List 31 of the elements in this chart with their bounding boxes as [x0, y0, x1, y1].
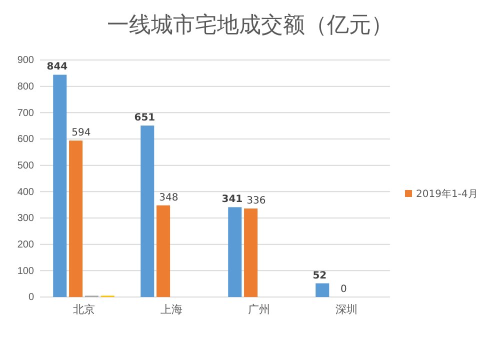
bar — [244, 208, 258, 297]
y-tick-label: 400 — [17, 186, 34, 198]
data-label: 52 — [312, 270, 327, 282]
x-tick-label: 深圳 — [335, 302, 358, 316]
y-tick-label: 200 — [17, 240, 34, 251]
y-tick-label: 300 — [17, 213, 34, 224]
y-tick-label: 600 — [17, 134, 34, 146]
x-tick-label: 上海 — [160, 302, 182, 316]
data-label: 336 — [246, 196, 266, 207]
data-label: 594 — [72, 128, 91, 139]
bar — [156, 205, 170, 297]
bar — [53, 74, 67, 297]
y-tick-label: 100 — [17, 266, 34, 277]
bar — [69, 140, 83, 297]
y-tick-label: 700 — [17, 108, 34, 119]
bar — [140, 126, 154, 297]
y-tick-label: 0 — [28, 292, 34, 304]
bar — [228, 207, 242, 297]
y-tick-label: 500 — [17, 160, 34, 172]
y-tick-label: 900 — [17, 55, 34, 66]
x-tick-label: 北京 — [72, 302, 95, 316]
legend-label: 2019年1-4月 — [416, 188, 478, 200]
data-label: 844 — [46, 62, 68, 73]
bar — [316, 283, 330, 297]
y-tick-label: 800 — [17, 82, 34, 93]
data-label: 651 — [134, 112, 156, 124]
data-label: 348 — [159, 192, 178, 204]
chart-title: 一线城市宅地成交额（亿元） — [107, 13, 393, 38]
data-label: 341 — [222, 194, 243, 206]
data-label: 0 — [340, 284, 347, 295]
x-tick-label: 广州 — [248, 302, 270, 316]
